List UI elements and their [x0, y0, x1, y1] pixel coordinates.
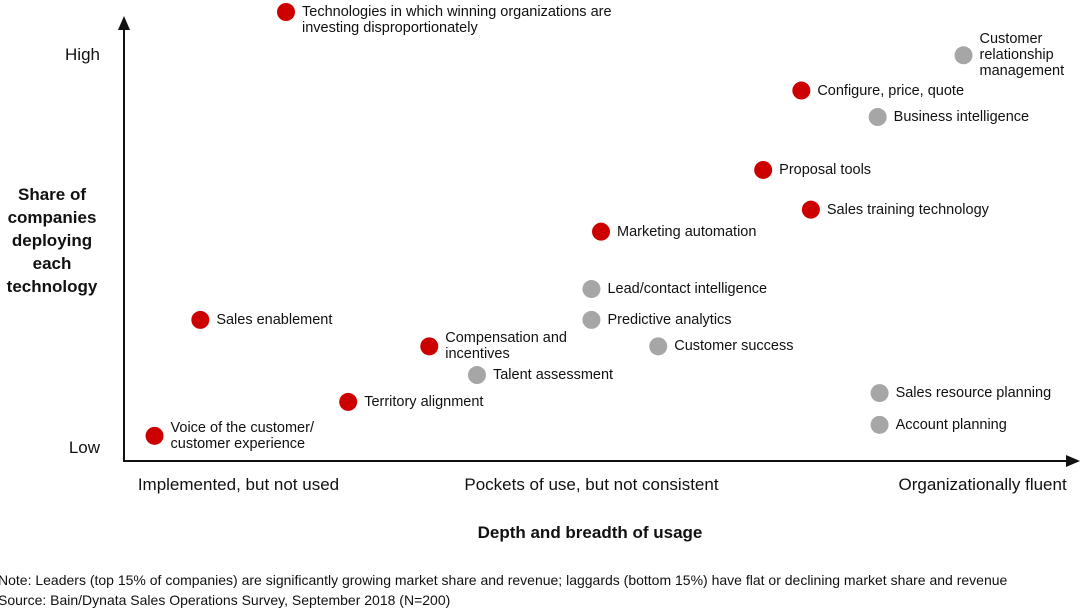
point-label: Compensation and incentives	[445, 330, 567, 363]
note: Note: Leaders (top 15% of companies) are…	[0, 572, 1008, 588]
y-tick-label: Low	[68, 437, 100, 457]
point-label: Territory alignment	[364, 393, 484, 410]
point-label: Sales enablement	[216, 311, 333, 328]
point	[582, 310, 601, 329]
point-label: Customer relationship management	[979, 31, 1065, 80]
point	[792, 81, 811, 100]
point-label: Predictive analytics	[607, 311, 732, 328]
point	[870, 415, 889, 434]
point	[649, 337, 668, 356]
y-axis-arrow	[118, 16, 130, 30]
point-label: Voice of the customer/ customer experien…	[170, 419, 314, 452]
point	[467, 366, 486, 385]
legend-marker	[277, 3, 295, 21]
x-axis-title: Depth and breadth of usage	[477, 523, 703, 542]
point-label: Configure, price, quote	[817, 82, 965, 99]
point-label: Talent assessment	[492, 367, 614, 383]
point	[868, 108, 887, 127]
point	[870, 384, 889, 403]
point-label: Business intelligence	[893, 109, 1030, 126]
source: Source: Bain/Dynata Sales Operations Sur…	[0, 592, 451, 608]
point	[191, 310, 210, 329]
point-label: Customer success	[674, 338, 794, 355]
point	[339, 392, 358, 411]
point	[420, 337, 439, 356]
x-tick-label: Pockets of use, but not consistent	[464, 475, 719, 494]
point	[592, 222, 610, 241]
point-label: Lead/contact intelligence	[607, 281, 768, 297]
x-tick-label: Implemented, but not used	[137, 475, 340, 494]
point-label: Sales training technology	[826, 201, 989, 218]
x-tick-label: Organizationally fluent	[898, 475, 1067, 494]
point-label: Proposal tools	[779, 161, 872, 178]
point	[801, 200, 820, 219]
point-label: Sales resource planning	[895, 385, 1052, 402]
point	[954, 46, 973, 65]
point-label: Marketing automation	[617, 223, 757, 240]
legend-label: Technologies in which winning organizati…	[302, 4, 612, 36]
point	[145, 426, 164, 445]
point	[754, 160, 773, 179]
point-label: Account planning	[895, 416, 1007, 433]
point	[582, 280, 601, 299]
x-axis-arrow	[1066, 455, 1080, 467]
y-tick-label: High	[65, 45, 100, 65]
y-axis-title: Share of companies deploying each techno…	[6, 185, 98, 296]
